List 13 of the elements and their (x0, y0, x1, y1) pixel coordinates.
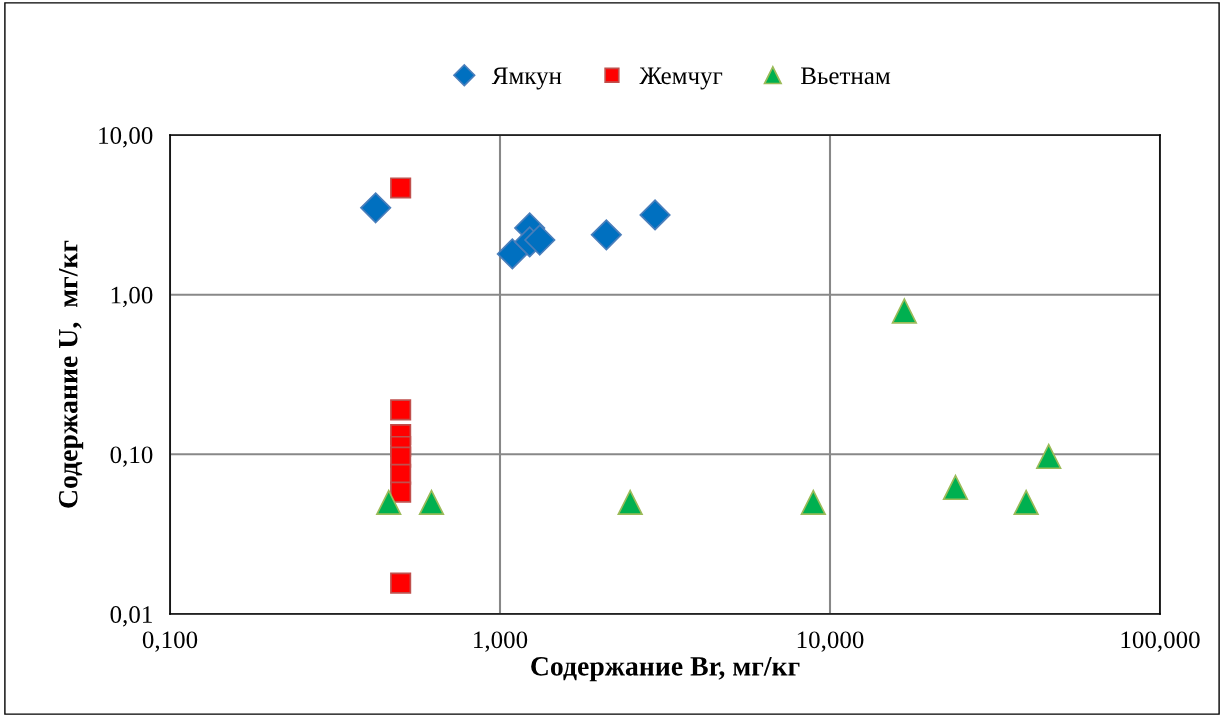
legend-label: Вьетнам (801, 67, 891, 85)
y-tick-label: 1,00 (111, 286, 153, 308)
x-tick-label: 10,000 (797, 631, 864, 652)
y-tick-label: 0,01 (110, 606, 152, 627)
x-axis-title: Содержание Br, мг/кг (531, 657, 800, 682)
y-axis-title: Содержание U, мг/кг (58, 240, 84, 508)
y-tick-label: 0,10 (110, 446, 153, 467)
x-tick-label: 0,100 (142, 631, 198, 652)
legend-label: Ямкун (491, 67, 562, 90)
x-tick-label: 1,000 (474, 631, 528, 652)
legend-label: Жемчуг (639, 67, 723, 90)
y-tick-label: 10,00 (99, 127, 153, 148)
x-tick-label: 100,000 (1121, 631, 1200, 652)
